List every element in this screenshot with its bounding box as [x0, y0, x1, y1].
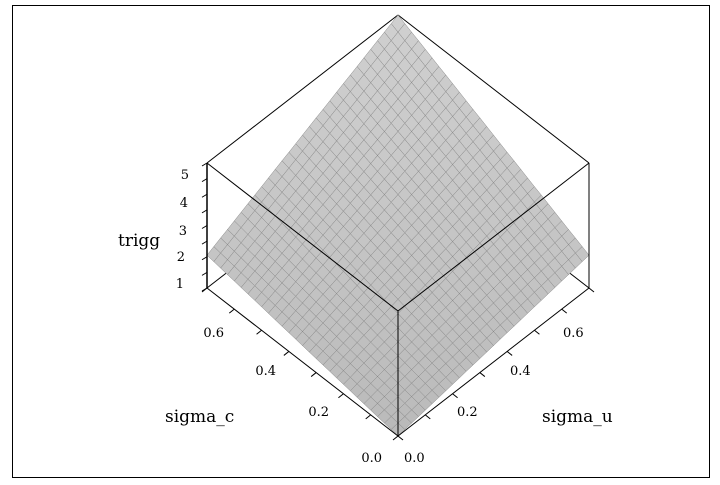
x-axis-tick — [534, 329, 540, 335]
x-tick-label-0.6: 0.6 — [563, 326, 584, 341]
z-tick-label-4: 4 — [180, 196, 188, 211]
y-axis-tick — [228, 308, 235, 314]
box-edge-front-bottom-left — [206, 287, 399, 437]
z-axis-tick — [201, 193, 208, 198]
box-edge-front-top-left — [206, 162, 399, 312]
box-edge-back-top-right — [397, 14, 590, 164]
z-axis-tick — [201, 240, 208, 245]
axis-ticks — [201, 162, 595, 441]
x-tick-label-0.0: 0.0 — [404, 451, 425, 466]
y-tick-label-0.4: 0.4 — [255, 364, 276, 379]
z-axis-tick — [201, 256, 208, 261]
z-tick-label-3: 3 — [179, 224, 187, 239]
y-axis-tick — [283, 351, 290, 356]
x-tick-label-0.4: 0.4 — [510, 364, 531, 379]
y-axis-tick — [365, 414, 372, 420]
z-axis-tick — [201, 225, 208, 229]
box-edge-front-bottom-right — [397, 287, 590, 437]
x-axis-tick — [479, 372, 486, 377]
y-tick-label-0.2: 0.2 — [308, 405, 329, 420]
plot-frame: 1 2 3 4 5 trigg 0.0 0.2 0.4 0.6 sigma_c … — [12, 5, 710, 478]
z-tick-label-1: 1 — [176, 277, 184, 292]
z-axis-tick — [201, 209, 208, 214]
box-edge-front-top-right — [397, 162, 590, 312]
y-tick-label-0.0: 0.0 — [361, 451, 382, 466]
x-axis-tick — [397, 435, 404, 441]
z-axis-tick — [201, 178, 208, 183]
bounding-box-front — [206, 162, 590, 437]
z-axis-label: trigg — [118, 231, 160, 251]
surface-mesh — [206, 14, 590, 437]
x-axis-label: sigma_u — [542, 407, 613, 427]
y-axis-tick — [310, 372, 317, 377]
z-axis-tick — [201, 287, 208, 292]
x-axis-tick — [424, 414, 431, 420]
y-axis-label: sigma_c — [165, 407, 234, 427]
y-tick-label-0.6: 0.6 — [203, 326, 224, 341]
z-tick-label-5: 5 — [181, 168, 189, 183]
x-axis-tick — [506, 351, 513, 356]
z-axis-tick — [201, 271, 208, 276]
box-edge-back-top-left — [206, 14, 399, 164]
x-tick-label-0.2: 0.2 — [457, 405, 478, 420]
x-axis-tick — [452, 393, 458, 399]
z-axis-tick — [201, 162, 208, 167]
y-axis-tick — [256, 329, 262, 335]
y-axis-tick — [338, 393, 344, 399]
x-axis-tick — [561, 308, 568, 314]
surface-plot[interactable]: 1 2 3 4 5 trigg 0.0 0.2 0.4 0.6 sigma_c … — [13, 6, 711, 479]
z-tick-label-2: 2 — [177, 250, 185, 265]
y-axis-tick — [392, 435, 399, 441]
x-axis-tick — [588, 287, 595, 293]
